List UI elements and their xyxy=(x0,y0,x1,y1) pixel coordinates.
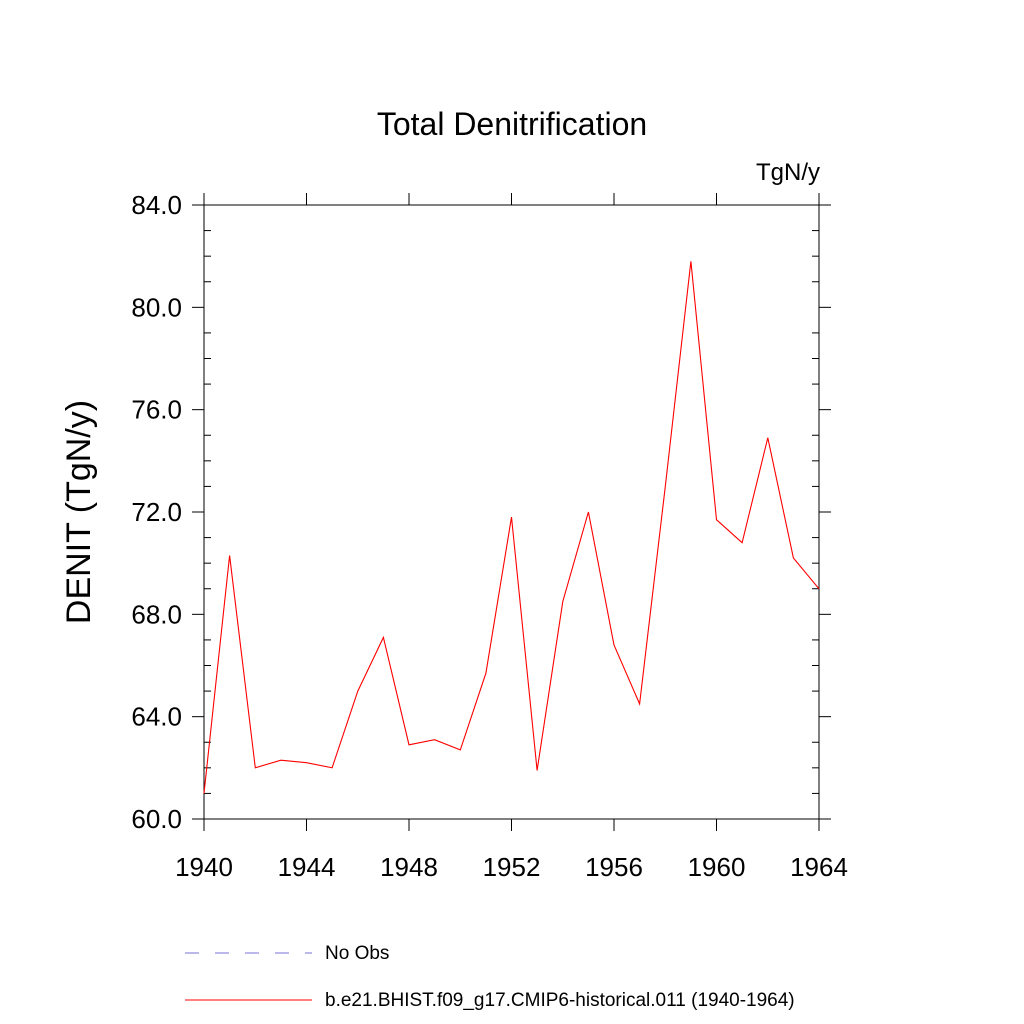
y-tick-label: 60.0 xyxy=(131,804,182,834)
legend-label-no-obs: No Obs xyxy=(325,943,389,964)
x-tick-label: 1960 xyxy=(688,852,746,882)
units-label: TgN/y xyxy=(756,159,820,186)
x-tick-label: 1952 xyxy=(483,852,541,882)
x-tick-label: 1940 xyxy=(175,852,233,882)
y-tick-label: 68.0 xyxy=(131,599,182,629)
y-tick-label: 84.0 xyxy=(131,190,182,220)
series-line xyxy=(203,261,820,794)
legend-label-historical: b.e21.BHIST.f09_g17.CMIP6-historical.011… xyxy=(325,990,795,1011)
axis-ticks xyxy=(192,193,831,831)
y-tick-label: 64.0 xyxy=(131,702,182,732)
chart-title: Total Denitrification xyxy=(377,106,647,142)
y-tick-label: 80.0 xyxy=(131,292,182,322)
plot-frame xyxy=(203,204,820,820)
y-tick-labels: 60.0 64.0 68.0 72.0 76.0 80.0 84.0 xyxy=(131,190,182,834)
x-tick-labels: 1940 1944 1948 1952 1956 1960 1964 xyxy=(175,852,848,882)
y-axis-label: DENIT (TgN/y) xyxy=(60,400,98,624)
x-tick-label: 1944 xyxy=(278,852,336,882)
x-tick-label: 1948 xyxy=(380,852,438,882)
x-tick-label: 1964 xyxy=(790,852,848,882)
series-group xyxy=(203,261,820,794)
legend: No Obs b.e21.BHIST.f09_g17.CMIP6-histori… xyxy=(185,943,795,1011)
y-tick-label: 72.0 xyxy=(131,497,182,527)
y-tick-label: 76.0 xyxy=(131,395,182,425)
x-tick-label: 1956 xyxy=(585,852,643,882)
